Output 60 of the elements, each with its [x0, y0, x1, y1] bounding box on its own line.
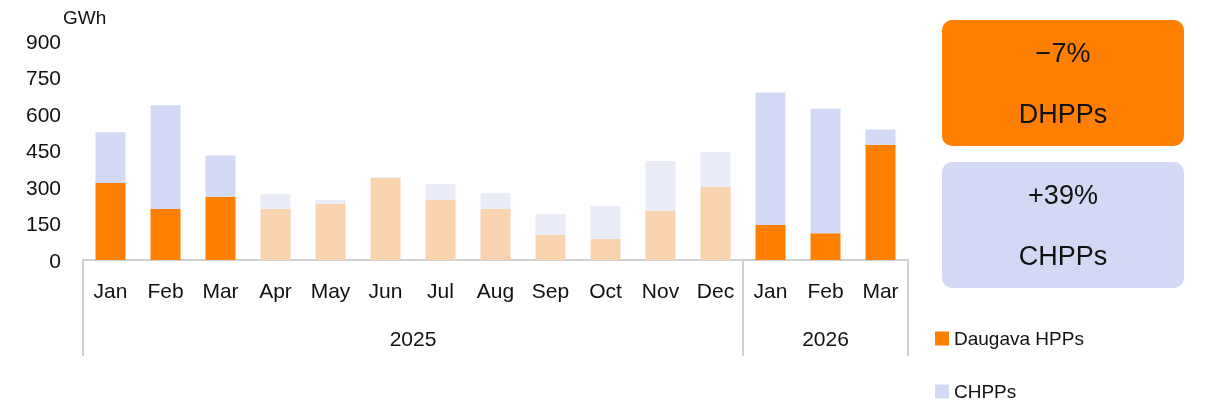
bar — [205, 196, 236, 260]
x-tick-label: Mar — [862, 279, 899, 302]
x-tick-label: Sep — [531, 279, 570, 302]
bar — [480, 193, 511, 209]
bar — [865, 144, 896, 260]
bar — [535, 234, 566, 260]
x-tick-label: Nov — [641, 279, 680, 302]
bar — [150, 208, 181, 260]
x-tick-label: Mar — [202, 279, 239, 302]
text: −7% — [1035, 38, 1091, 68]
bar — [700, 151, 731, 187]
bar — [865, 129, 896, 145]
x-tick-label: Jan — [93, 279, 128, 302]
x-tick-label: Jun — [368, 279, 403, 302]
bar — [95, 183, 126, 260]
text: DHPPs — [1018, 99, 1108, 129]
y-tick-label: 600 — [25, 102, 61, 126]
bar — [645, 160, 676, 212]
y-tick-label: 0 — [49, 248, 61, 272]
x-tick-label: Feb — [147, 279, 184, 302]
text: CHPPs — [1018, 241, 1108, 271]
bar — [370, 178, 401, 260]
text: 2025 — [389, 326, 437, 350]
bar — [480, 208, 511, 260]
y-tick-label: 150 — [25, 212, 61, 235]
legend-label: Daugava HPPs — [954, 328, 1084, 349]
bar — [260, 194, 291, 209]
bar — [810, 233, 841, 260]
bar — [315, 199, 346, 204]
bar — [810, 108, 841, 234]
y-tick-label: 450 — [25, 139, 61, 162]
y-tick-label: 900 — [25, 29, 61, 53]
y-tick-label: 750 — [25, 66, 61, 89]
x-tick-label: Jan — [753, 279, 788, 302]
bar — [425, 184, 456, 200]
x-tick-label: Apr — [259, 279, 292, 302]
y-axis-title: GWh — [63, 7, 107, 28]
text: 2026 — [802, 326, 849, 350]
bar — [535, 214, 566, 235]
x-tick-label: Dec — [696, 279, 735, 302]
text: +39% — [1028, 180, 1098, 210]
y-tick-label: 300 — [25, 175, 61, 199]
bar — [590, 239, 621, 260]
bar — [645, 211, 676, 260]
bar — [755, 224, 786, 260]
x-tick-label: Feb — [807, 279, 844, 302]
bar — [700, 187, 731, 260]
bar — [425, 199, 456, 260]
bar — [315, 203, 346, 260]
x-tick-label: Aug — [476, 279, 515, 302]
bar — [260, 208, 291, 260]
bar — [150, 105, 181, 209]
x-tick-label: May — [310, 279, 351, 302]
bar — [205, 155, 236, 197]
legend-label: CHPPs — [954, 381, 1017, 401]
x-tick-label: Jul — [427, 279, 454, 302]
x-tick-label: Oct — [589, 279, 622, 302]
bar — [755, 92, 786, 225]
bar — [95, 132, 126, 184]
bar — [590, 205, 621, 240]
